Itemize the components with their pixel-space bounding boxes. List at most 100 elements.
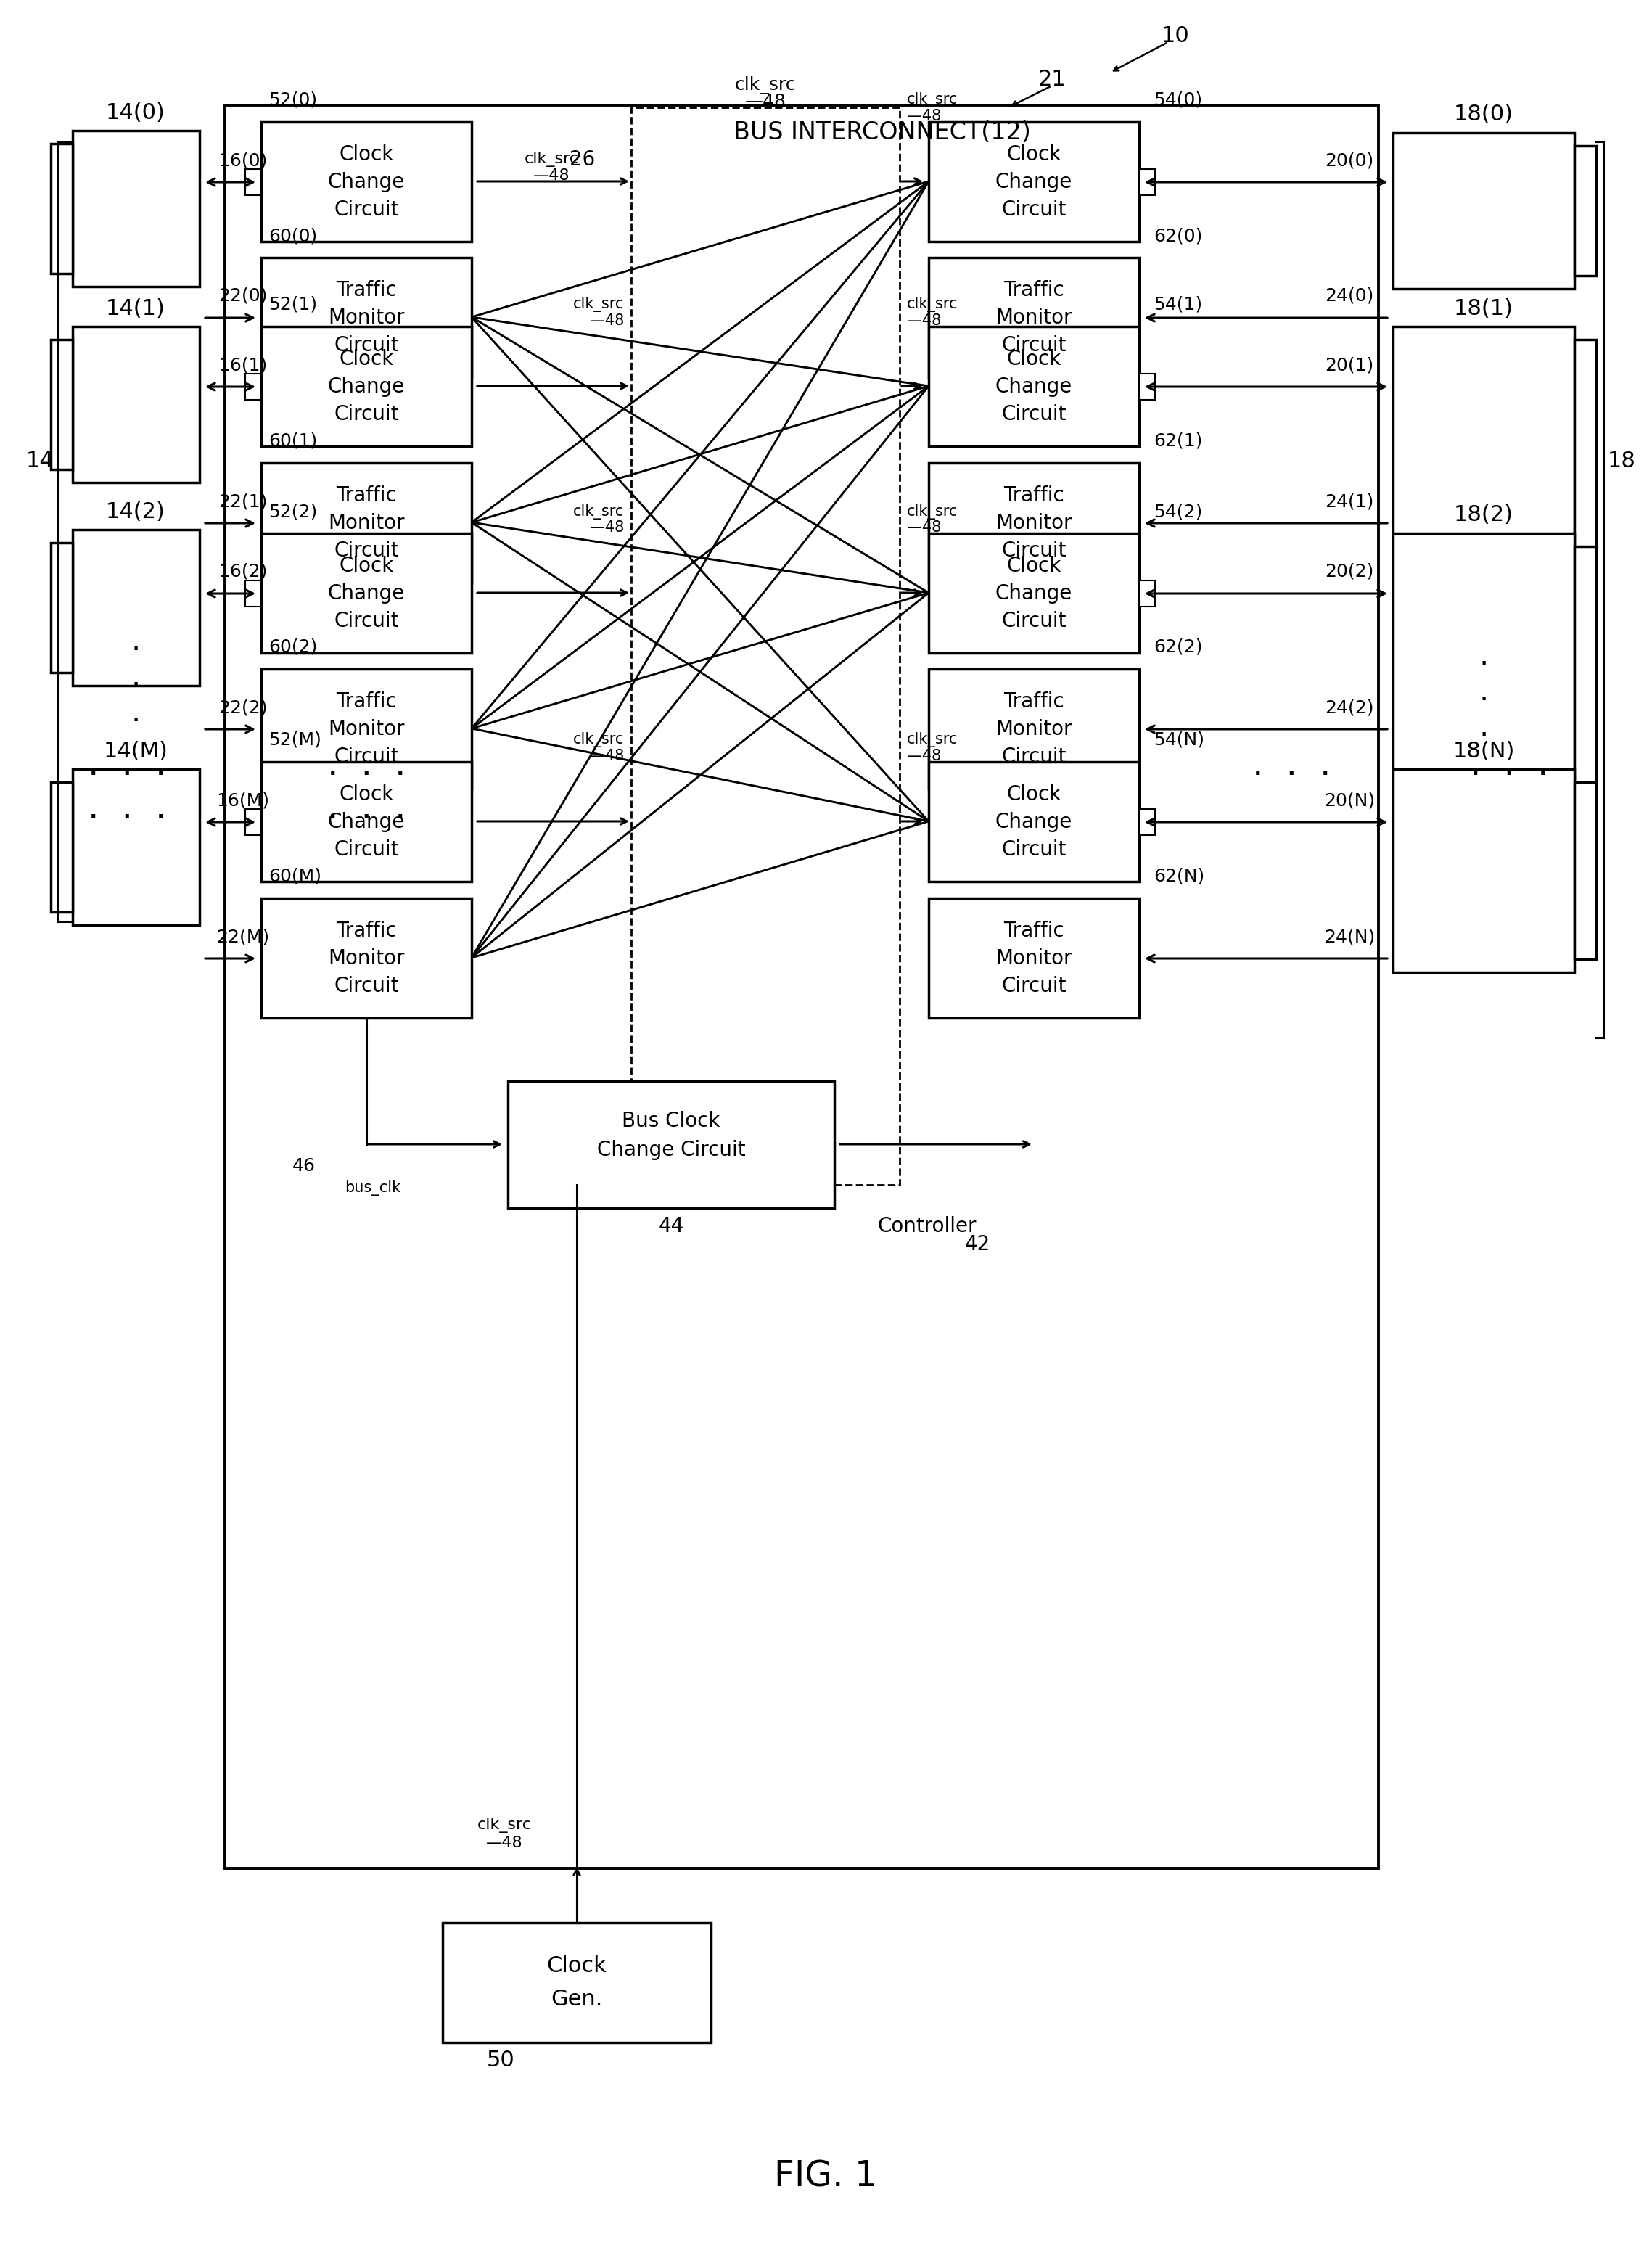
Text: 21: 21: [1037, 70, 1066, 90]
Text: Traffic: Traffic: [1003, 691, 1064, 711]
Text: —48: —48: [590, 749, 624, 762]
Bar: [261, 121, 471, 242]
Text: Change: Change: [995, 377, 1072, 397]
Text: Monitor: Monitor: [996, 307, 1072, 327]
Text: 24(2): 24(2): [1325, 700, 1374, 715]
Bar: [928, 668, 1140, 789]
Bar: [928, 121, 1140, 242]
Text: Circuit: Circuit: [334, 610, 398, 632]
Text: Circuit: Circuit: [334, 839, 398, 859]
Text: Clock: Clock: [339, 350, 393, 370]
Bar: [928, 462, 1140, 583]
Text: 20(1): 20(1): [1325, 356, 1374, 374]
Text: 44: 44: [657, 1215, 684, 1235]
Text: ·  ·  ·: · · ·: [327, 758, 406, 791]
Text: ·  ·  ·: · · ·: [1252, 758, 1332, 791]
Bar: [73, 769, 200, 926]
Text: clk_src: clk_src: [907, 298, 958, 312]
Text: —48: —48: [907, 520, 942, 536]
Bar: [1574, 146, 1596, 276]
Text: 52(0): 52(0): [268, 92, 317, 110]
Text: ·  ·  ·: · · ·: [88, 758, 167, 791]
Text: Change: Change: [327, 812, 405, 832]
Text: 62(1): 62(1): [1153, 433, 1203, 451]
Text: Change: Change: [327, 377, 405, 397]
Text: 14: 14: [26, 451, 55, 471]
Text: Monitor: Monitor: [329, 307, 405, 327]
Text: 14(0): 14(0): [106, 101, 165, 123]
Text: 18: 18: [1607, 451, 1635, 471]
Bar: [244, 581, 261, 608]
Bar: [73, 130, 200, 287]
Bar: [928, 762, 1140, 881]
Text: clk_src: clk_src: [573, 298, 624, 312]
Text: 16(1): 16(1): [218, 356, 268, 374]
Text: Change Circuit: Change Circuit: [596, 1139, 745, 1159]
Bar: [261, 668, 471, 789]
Text: 24(1): 24(1): [1325, 493, 1374, 511]
Text: ·  ·  ·: · · ·: [327, 800, 406, 836]
Text: clk_src: clk_src: [907, 92, 958, 108]
Text: Monitor: Monitor: [329, 720, 405, 740]
Bar: [1574, 782, 1596, 960]
Bar: [1140, 809, 1155, 834]
Text: Clock: Clock: [1006, 556, 1061, 576]
Text: ·
·
·: · · ·: [1479, 650, 1488, 751]
Bar: [51, 339, 73, 469]
Text: 22(1): 22(1): [218, 493, 268, 511]
Text: FIG. 1: FIG. 1: [775, 2159, 877, 2195]
Text: Circuit: Circuit: [1001, 747, 1066, 767]
Text: Clock: Clock: [1006, 785, 1061, 805]
Text: Circuit: Circuit: [1001, 336, 1066, 356]
Text: 20(N): 20(N): [1323, 791, 1374, 809]
Text: 42: 42: [965, 1233, 991, 1256]
Text: Monitor: Monitor: [996, 513, 1072, 534]
Text: Monitor: Monitor: [996, 948, 1072, 969]
Text: 54(2): 54(2): [1153, 502, 1203, 520]
Text: Traffic: Traffic: [335, 921, 396, 942]
Text: Monitor: Monitor: [329, 948, 405, 969]
Bar: [73, 327, 200, 482]
Text: Clock: Clock: [339, 785, 393, 805]
Text: 52(1): 52(1): [268, 296, 317, 314]
Bar: [928, 534, 1140, 652]
Text: 22(M): 22(M): [216, 928, 269, 946]
Text: —48: —48: [590, 520, 624, 536]
Bar: [928, 899, 1140, 1018]
Bar: [261, 327, 471, 446]
Bar: [51, 543, 73, 673]
Text: Traffic: Traffic: [1003, 280, 1064, 300]
Text: Change: Change: [327, 173, 405, 193]
Bar: [928, 258, 1140, 377]
Text: 60(2): 60(2): [268, 639, 317, 657]
Text: 54(N): 54(N): [1153, 731, 1204, 749]
Text: Controller: Controller: [877, 1215, 976, 1235]
Text: 16(2): 16(2): [218, 563, 268, 581]
Text: 14(M): 14(M): [104, 740, 169, 762]
Text: 20(2): 20(2): [1325, 563, 1374, 581]
Text: 18(1): 18(1): [1454, 298, 1513, 318]
Text: 16(M): 16(M): [216, 791, 269, 809]
Text: Circuit: Circuit: [334, 200, 398, 220]
Text: 52(2): 52(2): [268, 502, 317, 520]
Bar: [631, 108, 900, 1184]
Bar: [73, 529, 200, 686]
Text: clk_src: clk_src: [907, 733, 958, 747]
Bar: [1393, 534, 1574, 803]
Text: 62(N): 62(N): [1153, 868, 1204, 886]
Bar: [244, 809, 261, 834]
Text: Gen.: Gen.: [550, 1989, 603, 2009]
Text: 18(N): 18(N): [1452, 740, 1515, 762]
Bar: [244, 374, 261, 399]
Text: clk_src: clk_src: [573, 504, 624, 520]
Text: Traffic: Traffic: [335, 691, 396, 711]
Text: —48: —48: [590, 314, 624, 327]
Text: Traffic: Traffic: [335, 487, 396, 507]
Text: Circuit: Circuit: [1001, 839, 1066, 859]
Text: 14(2): 14(2): [106, 500, 165, 522]
Text: 60(0): 60(0): [268, 226, 317, 244]
Text: 22(0): 22(0): [218, 287, 268, 305]
Bar: [1393, 132, 1574, 289]
Text: ·  ·  ·: · · ·: [88, 800, 167, 836]
Text: Clock: Clock: [547, 1955, 606, 1977]
